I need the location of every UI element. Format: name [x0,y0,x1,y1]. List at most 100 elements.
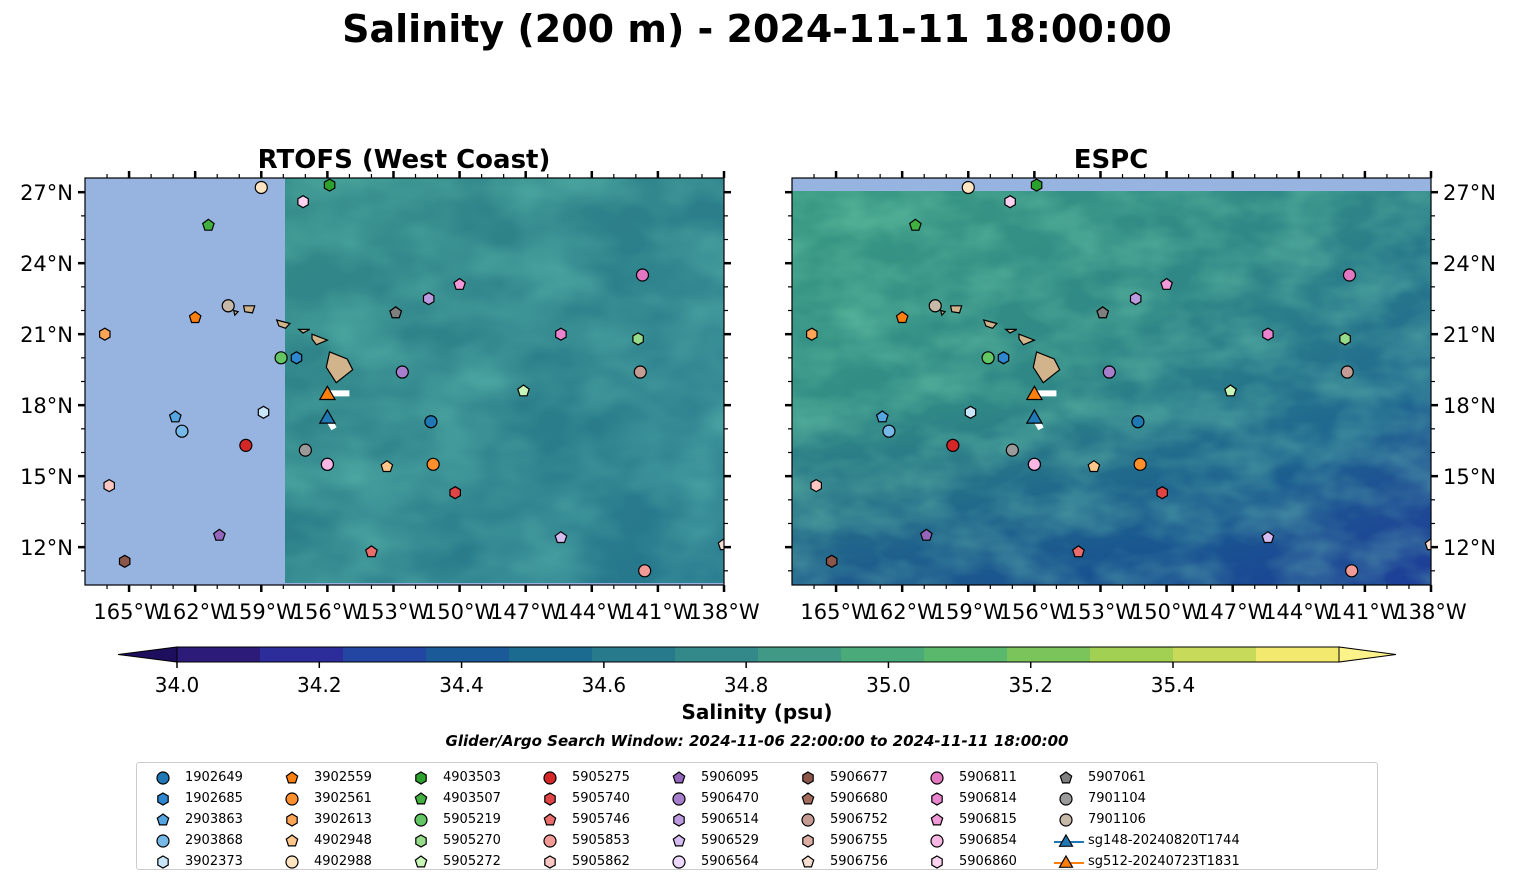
legend-label: 5905275 [572,770,630,785]
espc-float-5905275 [946,438,960,452]
legend-marker [285,771,299,784]
espc-x-tick-label: 150°W [1131,600,1203,624]
legend-label: sg512-20240723T1831 [1088,854,1240,869]
rtofs-y-tick-label: 15°N [20,465,73,489]
legend-label: 5906811 [959,770,1017,785]
legend-marker [543,813,557,826]
legend-marker-hexagon [931,792,943,806]
legend-marker [1059,792,1073,806]
espc-float-5906514 [1129,292,1142,306]
legend-marker [286,813,298,827]
colorbar-tick-label: 34.2 [297,673,342,697]
legend-marker [672,792,686,806]
legend-marker [414,813,428,827]
legend-marker-pentagon [801,792,815,805]
rtofs-islands [232,305,354,384]
legend-label: 4903503 [443,770,501,785]
legend-label: 2903868 [185,833,243,848]
espc-island-3 [982,319,999,330]
legend: 1902649 1902685 2903863 2903868 3902373 39025… [136,762,1378,870]
rtofs-float-5905746 [364,545,378,558]
legend-marker-pentagon [1059,771,1073,784]
colorbar-bin [841,647,925,662]
espc-float-5905219 [981,351,995,365]
legend-marker-circle [285,792,299,806]
legend-marker-hexagon [415,834,427,848]
espc-islands [939,305,1061,384]
rtofs-float-5906470 [395,365,409,379]
rtofs-float-5906677 [118,554,131,568]
espc-x-tick-label: 141°W [1329,600,1401,624]
legend-marker [802,771,814,785]
legend-marker-pentagon [543,813,557,826]
legend-item-2903868: 2903868 [145,830,275,851]
legend-item-7901104: 7901104 [1048,788,1178,809]
rtofs-x-tick-label: 153°W [358,600,430,624]
legend-marker-circle [414,813,428,827]
legend-label: 5906860 [959,854,1017,869]
legend-marker [543,771,557,785]
legend-marker-hexagon [802,834,814,848]
legend-item-3902613: 3902613 [274,809,404,830]
espc-float-5906814 [1262,327,1274,341]
espc-y-tick-label: 12°N [1443,536,1496,560]
espc-float-4902948 [1087,459,1101,473]
legend-item-sg512-20240723t1831: sg512-20240723T1831 [1048,851,1240,872]
legend-item-5905272: 5905272 [403,851,533,872]
espc-float-5906815 [1160,277,1174,290]
rtofs-float-5905272 [517,384,530,397]
legend-label: 2903863 [185,812,243,827]
legend-marker [156,834,170,848]
rtofs-y-tick-label: 21°N [20,323,73,347]
legend-item-4903503: 4903503 [403,767,533,788]
colorbar-tick-label: 34.0 [155,673,200,697]
legend-label: 5906752 [830,812,888,827]
espc-salinity-texture [792,178,1431,585]
rtofs-float-3902559 [188,310,202,324]
rtofs-float-3902561 [426,457,440,471]
legend-marker [285,834,299,847]
espc-float-3902373 [964,405,977,419]
legend-label: 5906677 [830,770,888,785]
espc-x-tick-label: 147°W [1197,600,1269,624]
espc-island-4 [949,305,963,314]
espc-y-tick-label: 24°N [1443,252,1496,276]
legend-item-5905740: 5905740 [532,788,662,809]
legend-item-5905270: 5905270 [403,830,533,851]
rtofs-panel-title: RTOFS (West Coast) [258,145,551,175]
legend-column: 5906677 5906680 5906752 5906755 5906756 [790,767,920,872]
espc-float-5905272 [1224,384,1237,397]
legend-marker [414,855,428,868]
espc-markers [805,178,1431,578]
legend-label: 5906815 [959,812,1017,827]
rtofs-float-5905862 [103,478,116,493]
colorbar-bin [592,647,676,662]
espc-float-5906677 [825,554,838,568]
legend-marker-hexagon [544,792,556,806]
legend-item-3902373: 3902373 [145,851,275,872]
colorbar-tick-label: 34.4 [439,673,484,697]
legend-label: 5906514 [701,812,759,827]
legend-label: 5905272 [443,854,501,869]
rtofs-float-2903863 [168,410,182,423]
rtofs-island-2 [297,328,311,334]
rtofs-y-tick-label: 18°N [20,394,73,418]
legend-marker [156,771,170,785]
rtofs-float-5906814 [555,327,567,341]
rtofs-float-5907061 [389,306,403,319]
colorbar-low-extension [117,646,178,663]
legend-item-2903863: 2903863 [145,809,275,830]
rtofs-float-4902948 [380,459,394,473]
espc-x-tick-label: 153°W [1065,600,1137,624]
espc-float-3902559 [895,310,909,324]
legend-marker-circle [285,855,299,869]
rtofs-float-2903868 [175,424,189,438]
legend-label: 5905219 [443,812,501,827]
legend-item-1902649: 1902649 [145,767,275,788]
espc-float-5905746 [1071,545,1085,558]
legend-marker [414,792,428,805]
rtofs-float-3902613 [98,327,111,341]
rtofs-float-5906095 [212,528,226,541]
legend-label: 4903507 [443,791,501,806]
